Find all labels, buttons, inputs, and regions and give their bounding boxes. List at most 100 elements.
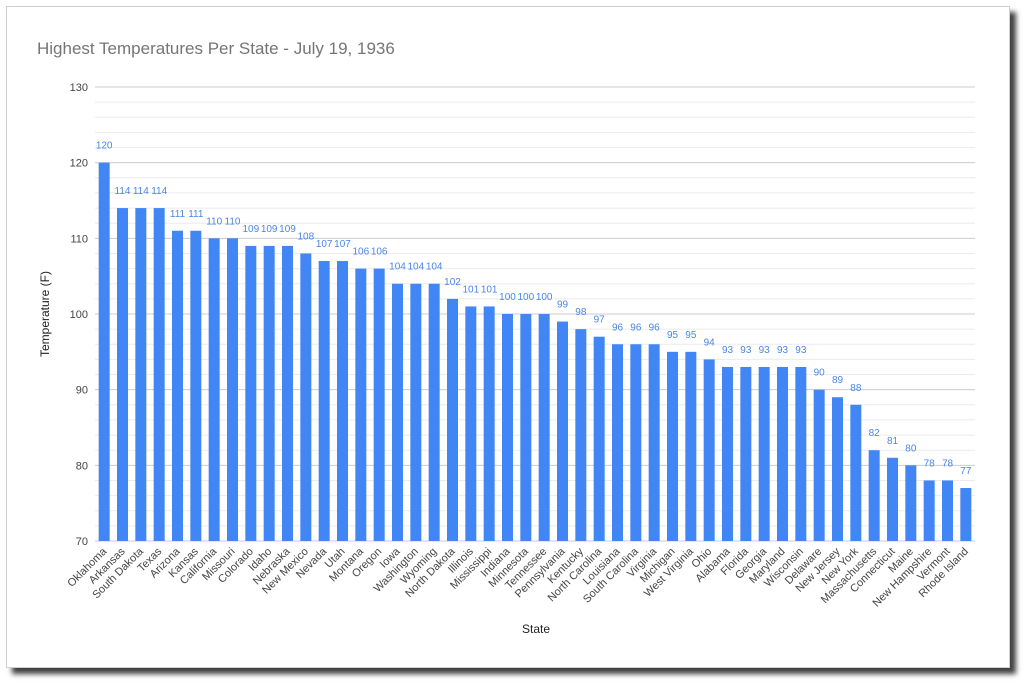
bar-value-label: 82	[869, 428, 881, 439]
bar-value-label: 110	[225, 216, 241, 227]
bar	[868, 450, 880, 541]
bar	[392, 283, 403, 541]
bar	[465, 306, 477, 541]
bar-value-label: 78	[942, 458, 954, 469]
bar	[410, 283, 422, 541]
bar-value-label: 99	[557, 300, 569, 311]
bar-value-label: 108	[297, 231, 314, 242]
bar-value-label: 93	[740, 345, 752, 356]
bar-value-label: 100	[517, 292, 534, 303]
bar-value-label: 88	[850, 383, 862, 394]
bar	[538, 314, 550, 541]
bar	[795, 366, 807, 541]
bar-value-label: 94	[704, 337, 716, 348]
bar	[153, 208, 165, 542]
bar	[428, 283, 440, 541]
bar-value-label: 107	[316, 239, 333, 250]
bar	[245, 245, 257, 541]
y-tick-label: 130	[70, 82, 88, 94]
bar	[227, 238, 238, 542]
y-tick-label: 80	[76, 460, 88, 472]
bar-value-label: 114	[115, 186, 131, 197]
bar-value-label: 98	[575, 307, 587, 318]
bar	[960, 488, 972, 541]
bar-value-label: 102	[444, 277, 461, 288]
bar-value-label: 78	[924, 458, 936, 469]
bar-value-label: 114	[133, 186, 149, 197]
bar	[373, 268, 385, 541]
bar-value-label: 81	[887, 436, 899, 447]
bar-value-label: 93	[722, 345, 734, 356]
chart-title: Highest Temperatures Per State - July 19…	[37, 39, 395, 58]
bar	[355, 268, 367, 541]
bar-value-label: 93	[795, 345, 807, 356]
bar-value-label: 100	[499, 292, 516, 303]
y-axis-label: Temperature (F)	[38, 271, 52, 357]
bar-value-label: 95	[685, 330, 697, 341]
bar-value-label: 104	[407, 262, 424, 273]
bar-value-label: 109	[261, 224, 278, 235]
bar-value-label: 97	[594, 315, 606, 326]
bar-value-label: 110	[206, 216, 222, 227]
bar	[777, 366, 788, 541]
bar	[612, 344, 623, 541]
bar-value-label: 111	[188, 209, 204, 220]
bar	[520, 314, 532, 541]
bar	[208, 238, 220, 542]
bar-value-label: 109	[279, 224, 296, 235]
bar	[758, 366, 770, 541]
bar-value-label: 100	[536, 292, 553, 303]
bar	[813, 389, 825, 541]
y-tick-label: 110	[70, 233, 88, 245]
bar	[832, 397, 843, 541]
x-axis-label: State	[522, 622, 550, 636]
bar-value-label: 120	[96, 141, 113, 152]
bar	[117, 208, 128, 542]
bar	[135, 208, 147, 542]
bar	[483, 306, 495, 541]
bar	[575, 329, 587, 541]
bar-value-label: 95	[667, 330, 679, 341]
bars	[98, 162, 972, 542]
bar	[942, 480, 953, 541]
bar-value-label: 101	[481, 284, 498, 295]
y-tick-label: 120	[70, 158, 88, 170]
bar	[667, 351, 678, 541]
bar-value-label: 89	[832, 375, 844, 386]
y-axis-ticks: 70 80 90 100 110 120 130	[70, 82, 88, 548]
bar	[648, 344, 660, 541]
bar-value-label: 101	[462, 284, 479, 295]
bar	[740, 366, 752, 541]
bar	[263, 245, 275, 541]
y-tick-label: 100	[70, 309, 88, 321]
gridlines	[95, 86, 975, 542]
bar-value-label: 104	[426, 262, 443, 273]
bar	[905, 465, 917, 541]
bar	[447, 298, 458, 541]
bar-value-label: 90	[814, 368, 826, 379]
bar-value-label: 111	[170, 209, 186, 220]
bar	[722, 366, 733, 541]
bar	[190, 230, 202, 541]
bar-value-label: 93	[759, 345, 771, 356]
bar	[593, 336, 605, 541]
bar	[685, 351, 697, 541]
bar	[923, 480, 935, 541]
bar-value-label: 77	[960, 466, 972, 477]
bar-value-label: 104	[389, 262, 406, 273]
bar	[630, 344, 642, 541]
y-tick-label: 90	[76, 385, 88, 397]
bar	[703, 359, 715, 541]
bar-value-label: 114	[151, 186, 167, 197]
bar	[557, 321, 568, 541]
bar	[172, 230, 183, 541]
bar-value-label: 106	[352, 247, 369, 258]
bar	[337, 261, 348, 541]
bar	[502, 314, 513, 541]
bar	[282, 245, 293, 541]
bar	[300, 253, 312, 541]
bar-value-label: 80	[905, 443, 917, 454]
